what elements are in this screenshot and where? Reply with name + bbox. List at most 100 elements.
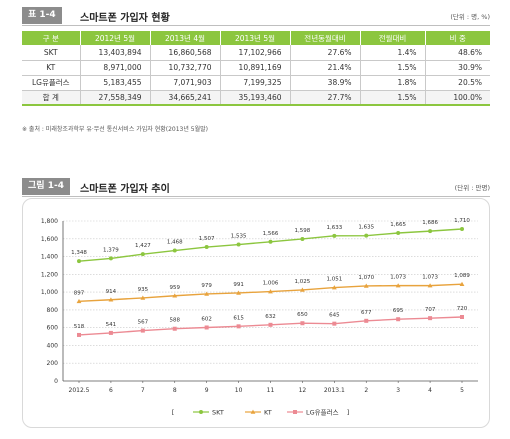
table-cell: 27.7% (290, 90, 361, 106)
col-header: 2012년 5월 (80, 31, 151, 45)
data-label: 1,686 (422, 220, 438, 226)
col-header: 구 분 (22, 31, 81, 45)
data-point (300, 287, 305, 292)
table-row: LG유플러스 5,183,455 7,071,903 7,199,325 38.… (22, 75, 490, 91)
x-tick-label: 8 (173, 387, 177, 394)
data-point (204, 245, 209, 250)
table-section-header: 표 1-4 스마트폰 가입자 현황 (단위 : 명, %) (22, 6, 490, 26)
x-tick-label: 2013.1 (324, 387, 345, 394)
data-point (460, 315, 464, 319)
y-tick-label: 400 (47, 342, 59, 349)
table-unit: (단위 : 명, %) (450, 13, 490, 21)
data-point (395, 283, 401, 288)
data-point (332, 321, 337, 326)
table-cell: 10,891,169 (220, 60, 291, 76)
x-tick-label: 6 (109, 387, 113, 394)
table-cell: 1.8% (360, 75, 426, 91)
data-point (108, 256, 113, 261)
y-tick-label: 200 (47, 360, 59, 367)
table-title: 스마트폰 가입자 현황 (80, 13, 170, 24)
table-cell: 35,193,460 (220, 90, 291, 106)
data-label: 632 (265, 314, 276, 320)
y-tick-label: 0 (54, 378, 58, 385)
data-point (108, 297, 114, 302)
col-header: 전년동월대비 (290, 31, 361, 45)
row-label: SKT (22, 45, 81, 61)
table-row: SKT 13,403,894 16,860,568 17,102,966 27.… (22, 45, 490, 61)
col-header: 2013년 4월 (150, 31, 221, 45)
data-label: 645 (329, 313, 340, 319)
chart-title: 스마트폰 가입자 추이 (80, 184, 170, 195)
header-rule (22, 25, 490, 26)
table-cell: 16,860,568 (150, 45, 221, 61)
data-label: 914 (106, 289, 117, 295)
data-label: 1,566 (263, 231, 279, 237)
data-label: 1,507 (199, 236, 215, 242)
data-point (204, 325, 209, 330)
data-label: 1,070 (358, 275, 374, 281)
chart-section-header: 그림 1-4 스마트폰 가입자 추이 (단위 : 만명) (22, 177, 490, 197)
data-label: 1,051 (326, 277, 342, 283)
data-point (140, 295, 146, 300)
data-label: 1,535 (231, 234, 247, 240)
data-label: 1,379 (103, 247, 119, 253)
chart-badge: 그림 1-4 (22, 178, 70, 195)
x-tick-label: 2 (364, 387, 368, 394)
legend-label: SKT (212, 409, 224, 417)
table-badge: 표 1-4 (22, 7, 62, 24)
data-label: 695 (393, 308, 404, 314)
data-point (427, 283, 433, 288)
col-header: 2013년 5월 (220, 31, 291, 45)
y-tick-label: 1,600 (41, 236, 58, 243)
legend-marker (250, 409, 256, 414)
data-point (300, 321, 305, 326)
data-label: 897 (74, 290, 85, 296)
table-cell: 7,071,903 (150, 75, 221, 91)
table-row: KT 8,971,000 10,732,770 10,891,169 21.4%… (22, 60, 490, 76)
data-label: 602 (201, 316, 212, 322)
chart-unit: (단위 : 만명) (454, 184, 490, 192)
table-cell: 38.9% (290, 75, 361, 91)
data-label: 588 (170, 318, 181, 324)
data-label: 541 (106, 322, 117, 328)
data-point (77, 259, 81, 264)
table-cell: 48.6% (425, 45, 490, 61)
data-point (76, 298, 82, 304)
data-point (268, 239, 273, 244)
data-point (236, 324, 241, 329)
data-point (236, 242, 241, 247)
data-point (364, 318, 369, 323)
table-cell: 7,199,325 (220, 75, 291, 91)
data-point (332, 233, 337, 238)
data-label: 935 (138, 287, 149, 293)
x-tick-label: 10 (235, 387, 243, 394)
subscriber-table: 구 분 2012년 5월 2013년 4월 2013년 5월 전년동월대비 전월… (22, 31, 490, 106)
data-point (364, 233, 369, 238)
x-tick-label: 4 (428, 387, 432, 394)
data-label: 720 (457, 306, 468, 312)
row-label: 합 계 (22, 90, 81, 106)
table-cell: 20.5% (425, 75, 490, 91)
data-point (77, 332, 81, 337)
data-label: 567 (138, 320, 149, 326)
data-label: 1,348 (71, 250, 87, 256)
data-label: 1,073 (422, 275, 438, 281)
data-point (363, 283, 369, 288)
table-cell: 13,403,894 (80, 45, 151, 61)
data-label: 1,468 (167, 240, 183, 246)
data-point (172, 248, 177, 253)
data-point (459, 281, 465, 286)
legend-label: KT (264, 409, 272, 417)
data-point (172, 293, 178, 298)
legend-label: LG유플러스 (306, 408, 339, 417)
table-cell: 8,971,000 (80, 60, 151, 76)
legend-bracket-close: ] (347, 409, 350, 417)
x-tick-label: 2012.5 (69, 387, 90, 394)
x-tick-label: 3 (396, 387, 400, 394)
x-tick-label: 5 (460, 387, 464, 394)
x-tick-label: 11 (267, 387, 275, 394)
data-label: 1,427 (135, 243, 151, 249)
col-header: 전월대비 (360, 31, 426, 45)
data-label: 1,073 (390, 275, 406, 281)
y-tick-label: 600 (47, 325, 59, 332)
